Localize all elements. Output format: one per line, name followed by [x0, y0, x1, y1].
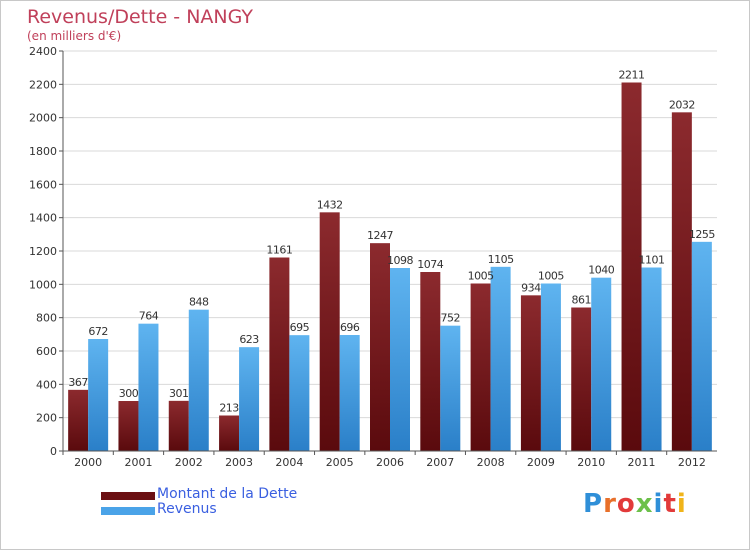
y-tick-label: 1400: [29, 212, 57, 225]
bar-revenus: [440, 325, 461, 451]
x-tick-label: 2004: [275, 456, 303, 469]
data-label-revenus: 1255: [689, 228, 715, 241]
bar-revenus: [239, 347, 260, 451]
logo-letter: r: [603, 489, 617, 519]
y-tick-label: 1800: [29, 145, 57, 158]
bar-revenus: [188, 309, 209, 451]
bar-dette: [68, 389, 89, 451]
y-tick-label: 600: [36, 345, 57, 358]
x-tick-label: 2007: [426, 456, 454, 469]
y-tick-label: 1000: [29, 278, 57, 291]
data-label-dette: 1005: [468, 270, 494, 283]
bar-dette: [168, 400, 189, 451]
bar-dette: [520, 295, 541, 451]
bar-revenus: [339, 335, 360, 451]
y-tick-label: 0: [50, 445, 57, 458]
data-label-revenus: 1005: [538, 270, 564, 283]
bars: [68, 82, 712, 451]
y-tick-label: 2400: [29, 45, 57, 58]
bar-dette: [118, 401, 139, 451]
data-label-dette: 1161: [266, 244, 292, 257]
data-label-dette: 300: [119, 387, 139, 400]
data-label-dette: 1074: [417, 258, 443, 271]
data-label-revenus: 696: [340, 321, 360, 334]
data-label-dette: 367: [68, 376, 88, 389]
data-label-revenus: 752: [441, 312, 461, 325]
y-tick-label: 2200: [29, 78, 57, 91]
data-label-revenus: 1105: [488, 253, 514, 266]
data-label-revenus: 672: [88, 325, 108, 338]
logo-letter: i: [676, 489, 687, 519]
logo-letter: i: [653, 489, 664, 519]
data-label-revenus: 1098: [387, 254, 413, 267]
x-tick-label: 2005: [326, 456, 354, 469]
bar-dette: [571, 307, 592, 451]
data-label-revenus: 623: [239, 333, 259, 346]
bar-dette: [621, 82, 642, 451]
bar-dette: [219, 415, 240, 451]
legend-swatch-dette: [101, 492, 155, 500]
bar-revenus: [591, 277, 612, 451]
y-tick-label: 800: [36, 312, 57, 325]
legend-label-dette: Montant de la Dette: [157, 486, 298, 502]
data-label-dette: 934: [521, 281, 541, 294]
x-tick-label: 2002: [175, 456, 203, 469]
logo-letter: x: [635, 489, 654, 519]
y-tick-label: 1600: [29, 178, 57, 191]
legend-swatch-revenus: [101, 507, 155, 515]
bar-dette: [420, 272, 441, 451]
data-label-dette: 213: [219, 402, 239, 415]
bar-revenus: [641, 267, 662, 451]
data-label-revenus: 695: [290, 321, 310, 334]
bar-revenus: [289, 335, 310, 451]
x-tick-label: 2006: [376, 456, 404, 469]
data-label-dette: 1247: [367, 229, 393, 242]
data-label-revenus: 1101: [639, 254, 665, 267]
bar-dette: [319, 212, 340, 451]
logo-letter: t: [663, 489, 677, 519]
axes: 0 200 400 600 800 1000 1200 1400 1600 1800 2000 220…: [29, 45, 717, 469]
data-label-dette: 861: [571, 294, 591, 307]
data-label-dette: 2032: [669, 98, 695, 111]
chart-title: Revenus/Dette - NANGY: [27, 6, 254, 28]
x-tick-label: 2008: [477, 456, 505, 469]
x-tick-label: 2011: [628, 456, 656, 469]
bar-revenus: [390, 268, 410, 451]
bar-revenus: [88, 339, 109, 451]
data-label-revenus: 1040: [588, 264, 614, 277]
data-label-dette: 1432: [317, 198, 343, 211]
legend-label-revenus: Revenus: [157, 501, 217, 517]
logo-letter: o: [616, 489, 636, 519]
bar-dette: [370, 243, 390, 451]
data-label-dette: 301: [169, 387, 189, 400]
y-tick-label: 200: [36, 412, 57, 425]
x-tick-label: 2000: [74, 456, 102, 469]
data-label-revenus: 848: [189, 296, 209, 309]
x-tick-label: 2001: [124, 456, 152, 469]
bar-revenus: [490, 266, 511, 451]
y-tick-label: 1200: [29, 245, 57, 258]
x-tick-label: 2009: [527, 456, 555, 469]
x-tick-label: 2010: [577, 456, 605, 469]
bar-dette: [470, 283, 491, 451]
bar-revenus: [691, 241, 712, 451]
data-label-revenus: 764: [139, 310, 159, 323]
bar-dette: [269, 257, 290, 451]
x-tick-label: 2003: [225, 456, 253, 469]
y-tick-label: 2000: [29, 112, 57, 125]
data-label-dette: 2211: [619, 69, 645, 82]
logo-letter: P: [583, 489, 604, 519]
data-labels: 367 672 300 764 301 848 213 623 1161 695 1432 696 12…: [68, 69, 715, 415]
x-tick-label: 2012: [678, 456, 706, 469]
bar-revenus: [540, 283, 561, 451]
proxiti-logo: Proxiti: [583, 489, 687, 519]
bar-dette: [671, 112, 692, 451]
chart-subtitle: (en milliers d'€): [27, 29, 122, 43]
bar-revenus: [138, 323, 159, 451]
y-tick-label: 400: [36, 378, 57, 391]
